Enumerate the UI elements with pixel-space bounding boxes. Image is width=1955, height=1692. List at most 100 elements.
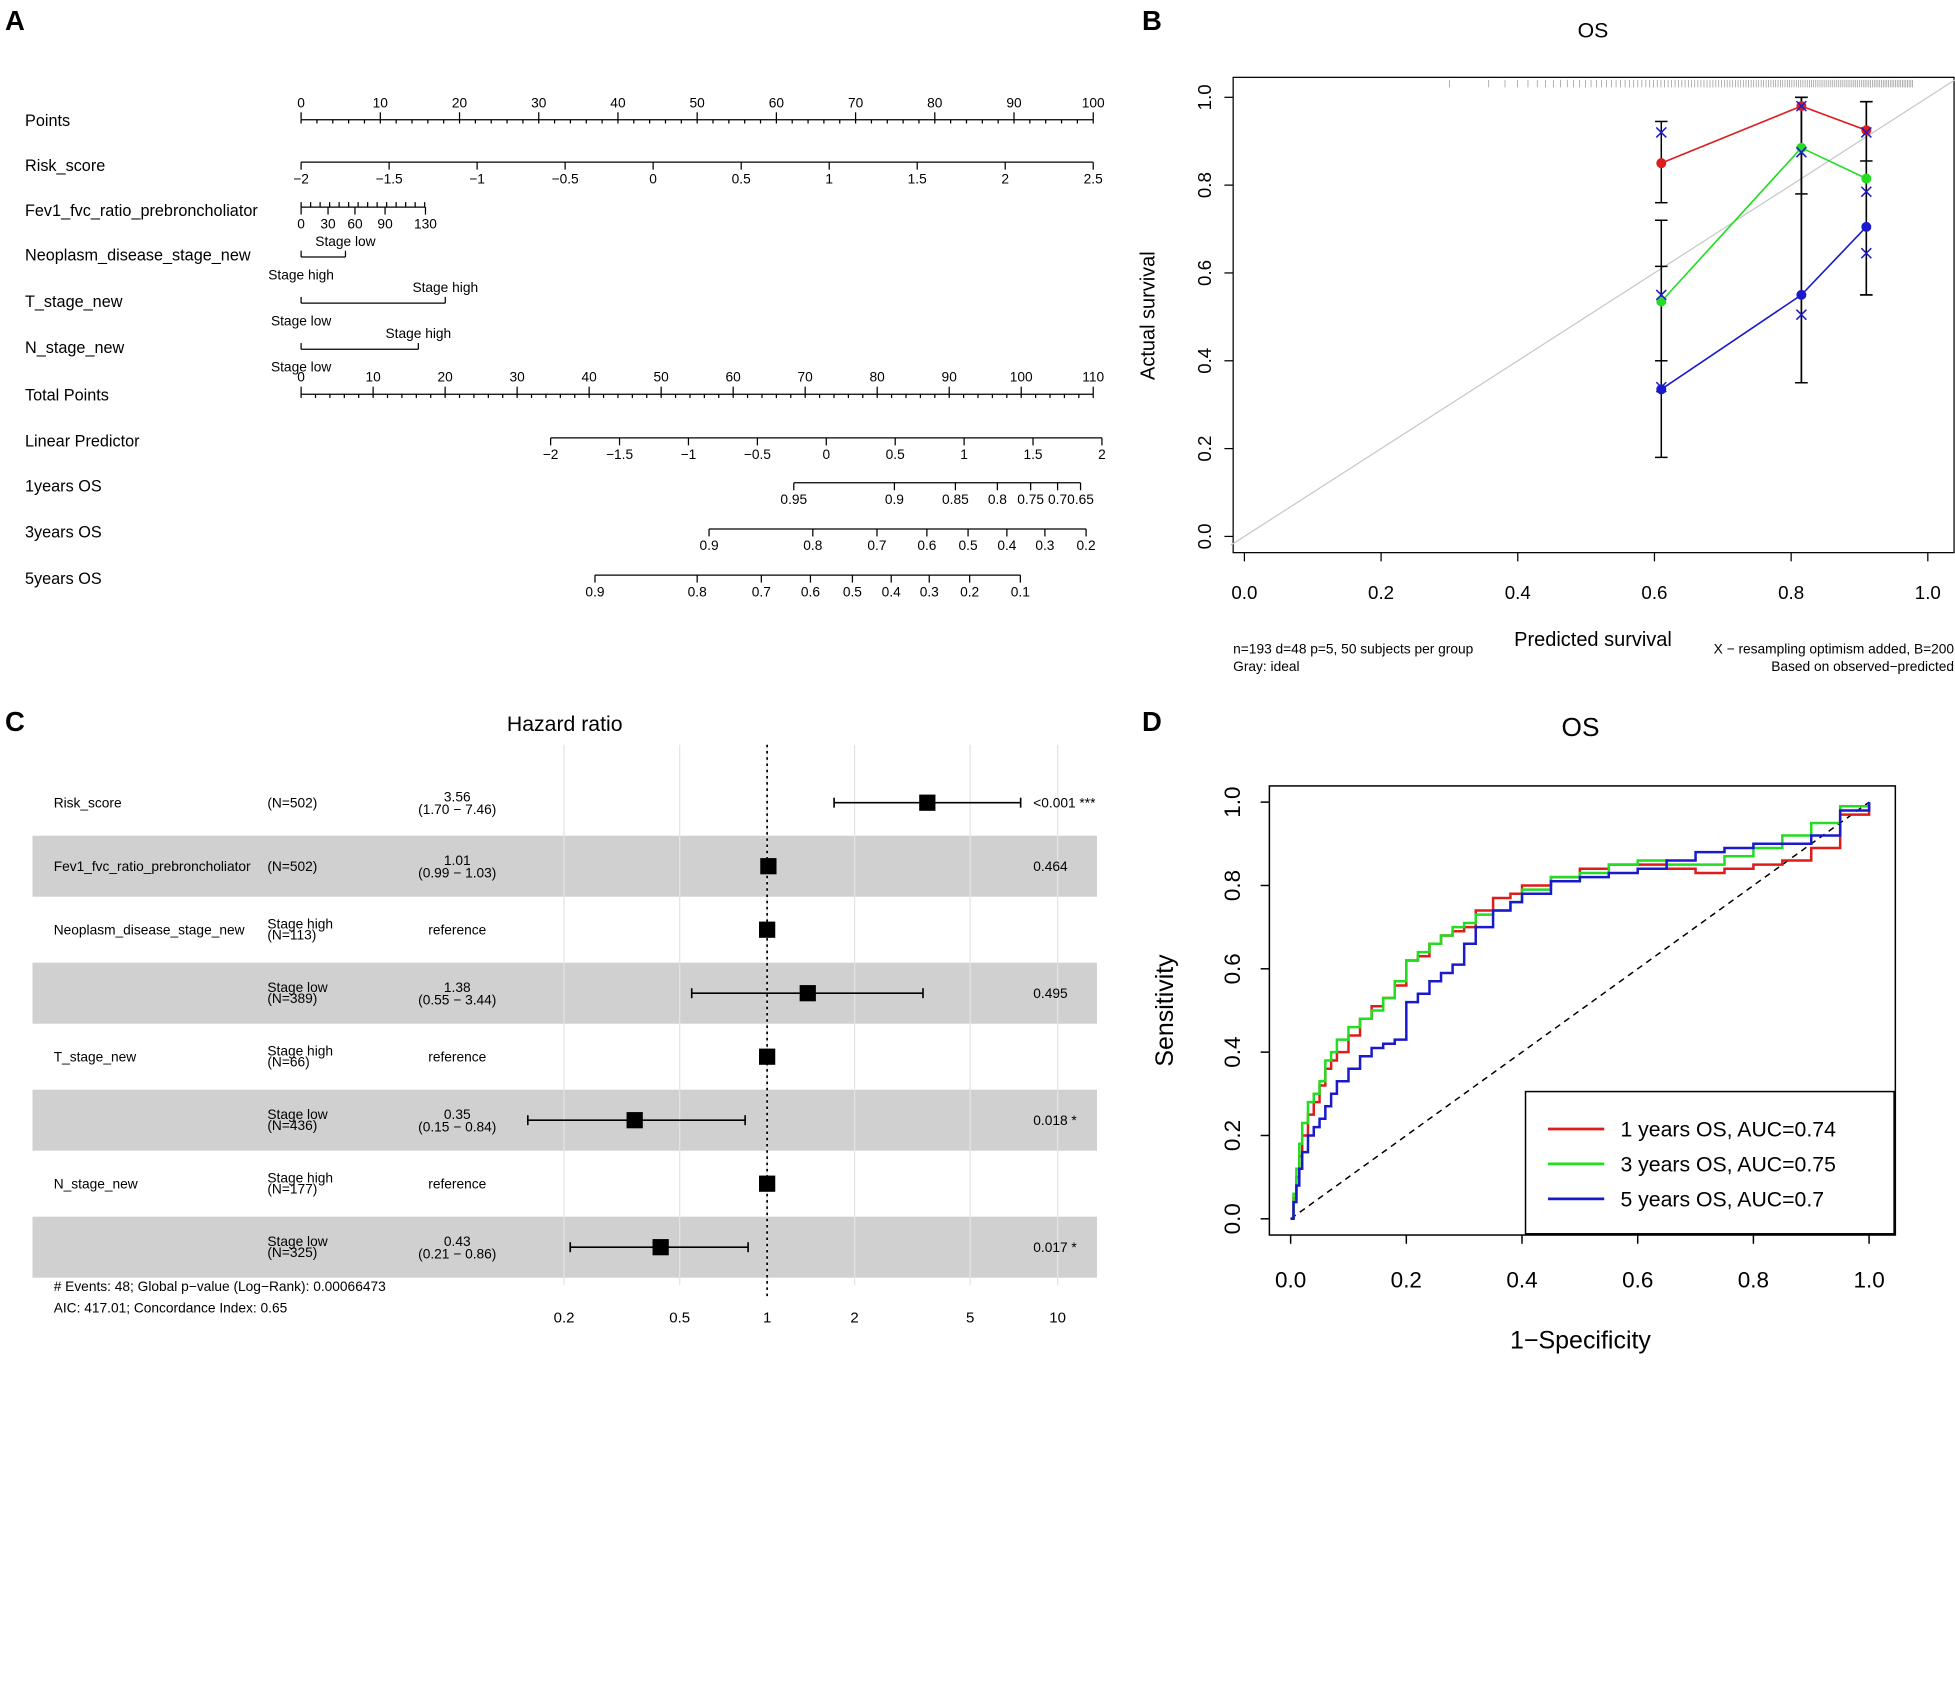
x-axis-tick-label: 0.0 [1231, 582, 1257, 603]
nomogram-level-label: Stage low [315, 234, 375, 249]
forest-hr-text: reference [428, 1177, 486, 1192]
nomogram-tick-label: 0.5 [732, 171, 751, 186]
nomogram-tick-label: 60 [347, 216, 363, 231]
optimism-x-marker [1795, 100, 1807, 112]
nomogram-tick-label: −1.5 [606, 447, 633, 462]
nomogram-tick-label: 0.2 [1077, 538, 1096, 553]
panel-letter-d: D [1142, 706, 1162, 737]
nomogram-tick-label: 70 [848, 95, 864, 110]
forest-level-label: Stage high [267, 916, 333, 931]
calibration-annotation: Gray: ideal [1233, 659, 1299, 674]
forest-hr-text: reference [428, 923, 486, 938]
forest-x-tick-label: 0.2 [554, 1309, 575, 1326]
nomogram-tick-label: 110 [1082, 370, 1104, 385]
y-axis-tick-label: 0.0 [1220, 1203, 1245, 1234]
optimism-x-marker [1860, 126, 1872, 138]
nomogram-row-label: 3years OS [25, 524, 102, 542]
forest-hr-square [626, 1112, 643, 1129]
panel-letter-b: B [1142, 5, 1162, 36]
forest-row-stripe [32, 1216, 1097, 1278]
nomogram-level-label: Stage high [412, 280, 478, 295]
calibration-series-line [1660, 146, 1867, 303]
roc-panel: OS 0.0 0.2 0.4 0.6 0.8 1.0 0.0 0.2 0.4 0.6 0.8 1.0 1−… [1151, 712, 1897, 1355]
nomogram-tick-label: 0.8 [803, 538, 822, 553]
nomogram-tick-label: 60 [726, 370, 742, 385]
nomogram-row-label: Total Points [25, 386, 109, 404]
nomogram-row-label: 1years OS [25, 478, 102, 496]
panel-letter-c: C [5, 706, 25, 737]
forest-variable-label: Neoplasm_disease_stage_new [54, 923, 245, 938]
nomogram-row-label: Risk_score [25, 157, 105, 175]
forest-n-label: (N=66) [267, 1055, 309, 1070]
forest-variable-label: N_stage_new [54, 1177, 138, 1192]
nomogram-tick-label: 0.75 [1017, 492, 1044, 507]
y-axis-tick-label: 0.6 [1220, 953, 1245, 984]
nomogram-level-label: Stage low [271, 360, 331, 375]
forest-x-tick-label: 5 [966, 1309, 974, 1326]
y-axis-tick-label: 0.8 [1220, 870, 1245, 901]
nomogram-tick-label: −0.5 [552, 171, 579, 186]
roc-curve [1290, 802, 1871, 1221]
x-axis-tick-label: 0.4 [1505, 582, 1531, 603]
forest-hr-text: reference [428, 1050, 486, 1065]
x-axis-tick-label: 0.6 [1622, 1267, 1653, 1292]
forest-level-label: Stage high [267, 1043, 333, 1058]
nomogram-tick-label: 2 [1001, 171, 1009, 186]
y-axis-tick-label: 1.0 [1220, 787, 1245, 818]
forest-hr-text: 1.38 [444, 980, 471, 995]
nomogram-level-label: Stage high [268, 267, 334, 282]
y-axis-tick-label: 0.4 [1220, 1037, 1245, 1068]
forest-p-value: 0.017 * [1033, 1240, 1077, 1255]
nomogram-tick-label: 0 [297, 216, 305, 231]
nomogram-tick-label: 90 [1006, 95, 1022, 110]
forest-hr-text: 0.35 [444, 1107, 471, 1122]
nomogram-tick-label: 0.5 [886, 447, 905, 462]
x-axis-tick-label: 1.0 [1853, 1267, 1884, 1292]
optimism-x-marker [1655, 381, 1667, 393]
forest-ci-text: (0.55 − 3.44) [418, 992, 496, 1007]
roc-plot-frame [1268, 785, 1897, 1236]
nomogram-tick-label: 40 [582, 370, 598, 385]
nomogram-tick-label: 50 [690, 95, 706, 110]
forest-row-stripe [32, 835, 1097, 897]
forest-variable-label: Fev1_fvc_ratio_prebroncholiator [54, 859, 251, 874]
figure-canvas: A B C D Points 0 10 20 30 40 50 60 70 80 90 100 Risk… [5, 5, 1955, 1355]
nomogram-tick-label: 0.5 [959, 538, 978, 553]
nomogram-tick-label: 0 [297, 95, 305, 110]
nomogram-tick-label: 20 [437, 370, 453, 385]
nomogram-tick-label: 0.5 [843, 584, 862, 599]
nomogram-tick-label: 0 [822, 447, 830, 462]
x-axis-tick-label: 0.8 [1778, 582, 1804, 603]
nomogram-tick-label: 0.4 [882, 584, 901, 599]
nomogram-tick-label: 0.9 [885, 492, 904, 507]
nomogram-tick-label: 0.65 [1067, 492, 1094, 507]
forest-ci-text: (0.21 − 0.86) [418, 1246, 496, 1261]
forest-p-value: 0.495 [1033, 986, 1068, 1001]
forest-hr-square [919, 794, 936, 811]
nomogram-tick-label: 30 [320, 216, 336, 231]
nomogram-tick-label: 0.85 [942, 492, 969, 507]
nomogram-tick-label: 0.1 [1011, 584, 1030, 599]
nomogram-tick-label: −1 [681, 447, 697, 462]
nomogram-tick-label: 80 [927, 95, 943, 110]
nomogram-tick-label: 60 [769, 95, 785, 110]
forest-plot-panel: Hazard ratio Risk_score (N=502) 3.56(1.70 −… [32, 713, 1097, 1326]
forest-x-tick-label: 2 [850, 1309, 858, 1326]
x-axis-tick-label: 0.2 [1391, 1267, 1422, 1292]
nomogram-tick-label: 30 [531, 95, 547, 110]
optimism-x-marker [1860, 186, 1872, 198]
x-axis-tick-label: 1.0 [1915, 582, 1941, 603]
forest-hr-text: 3.56 [444, 789, 471, 804]
calibration-annotation: X − resampling optimism added, B=200 [1714, 642, 1955, 657]
panel-letter-a: A [5, 5, 25, 36]
nomogram-tick-label: 90 [942, 370, 958, 385]
x-axis-tick-label: 0.2 [1368, 582, 1394, 603]
nomogram-tick-label: −2 [543, 447, 559, 462]
forest-ci-text: (1.70 − 7.46) [418, 802, 496, 817]
calibration-annotation: n=193 d=48 p=5, 50 subjects per group [1233, 642, 1473, 657]
nomogram-tick-label: 10 [365, 370, 381, 385]
y-axis-tick-label: 0.2 [1194, 436, 1215, 462]
x-axis-tick-label: 0.6 [1641, 582, 1667, 603]
nomogram-tick-label: 100 [1082, 95, 1105, 110]
